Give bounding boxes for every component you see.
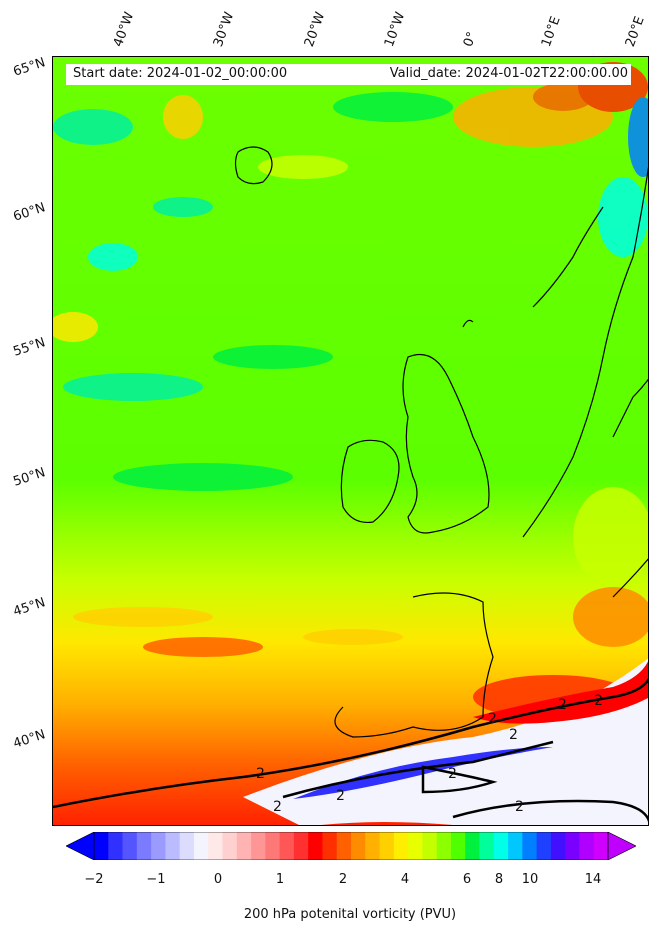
- colorbar-cell: [279, 832, 295, 860]
- contour-label: 2: [336, 788, 345, 804]
- latitude-label: 45°N: [11, 595, 48, 620]
- colorbar-cell: [208, 832, 223, 860]
- coastlines: [234, 146, 648, 738]
- colorbar-cell: [351, 832, 366, 860]
- colorbar-cell: [136, 832, 152, 860]
- colorbar-extend-high: [607, 832, 636, 860]
- colorbar-cell: [165, 832, 181, 860]
- contour-label: 2: [448, 766, 457, 782]
- latitude-label: 55°N: [11, 335, 48, 360]
- colorbar-cell: [293, 832, 309, 860]
- colorbar-cell: [151, 832, 166, 860]
- colorbar: [66, 832, 636, 860]
- longitude-label: 10°E: [538, 14, 564, 50]
- colorbar-tick-label: 10: [521, 872, 539, 887]
- colorbar-tick-label: 0: [213, 872, 223, 887]
- map-panel: 2 2 2 2 2 2 2 2 2: [52, 56, 649, 826]
- colorbar-cell: [365, 832, 380, 860]
- colorbar-cell: [593, 832, 609, 860]
- colorbar-cell: [536, 832, 552, 860]
- colorbar-cell: [479, 832, 495, 860]
- colorbar-cell: [465, 832, 480, 860]
- latitude-label: 50°N: [11, 465, 48, 490]
- colorbar-outline: [93, 832, 609, 860]
- colorbar-cell: [522, 832, 538, 860]
- colorbar-tick-label: −1: [146, 872, 166, 887]
- colorbar-cell: [493, 832, 509, 860]
- colorbar-cell: [122, 832, 138, 860]
- date-banner: Start date: 2024-01-02_00:00:00 Valid_da…: [66, 64, 631, 85]
- colorbar-cell: [179, 832, 195, 860]
- colorbar-tick-label: 1: [275, 872, 285, 887]
- colorbar-cell: [308, 832, 323, 860]
- pv-field-map: [53, 57, 648, 825]
- colorbar-cell: [108, 832, 123, 860]
- contour-label: 2: [509, 727, 518, 743]
- colorbar-cell: [393, 832, 409, 860]
- start-date: Start date: 2024-01-02_00:00:00: [73, 66, 288, 81]
- colorbar-cell: [450, 832, 466, 860]
- colorbar-cell: [550, 832, 566, 860]
- colorbar-cells: [94, 832, 609, 860]
- longitude-label: 40°W: [110, 10, 138, 49]
- colorbar-cell: [379, 832, 395, 860]
- colorbar-cell: [94, 832, 109, 860]
- contour-label: 2: [256, 766, 265, 782]
- colorbar-extend-low: [66, 832, 95, 860]
- longitude-label: 0°: [460, 29, 481, 49]
- latitude-label: 65°N: [11, 55, 48, 80]
- longitude-label: 20°W: [301, 10, 329, 49]
- colorbar-cell: [322, 832, 338, 860]
- longitude-label: 10°W: [381, 10, 409, 49]
- colorbar-cell: [236, 832, 252, 860]
- colorbar-cell: [508, 832, 523, 860]
- longitude-label: 30°W: [210, 10, 238, 49]
- colorbar-cell: [193, 832, 209, 860]
- colorbar-cell: [436, 832, 452, 860]
- colorbar-tick-label: −2: [84, 872, 104, 887]
- colorbar-tick-label: 14: [584, 872, 602, 887]
- colorbar-cell: [222, 832, 238, 860]
- latitude-label: 40°N: [11, 727, 48, 752]
- colorbar-cell: [422, 832, 438, 860]
- colorbar-cell: [579, 832, 595, 860]
- colorbar-title: 200 hPa potenital vorticity (PVU): [243, 907, 457, 922]
- colorbar-cell: [408, 832, 423, 860]
- colorbar-tick-label: 8: [494, 872, 504, 887]
- valid-date: Valid_date: 2024-01-02T22:00:00.00: [389, 66, 628, 81]
- pv2-contours: [53, 677, 648, 823]
- colorbar-tick-label: 4: [400, 872, 410, 887]
- colorbar-cell: [265, 832, 281, 860]
- colorbar-cell: [336, 832, 352, 860]
- contour-label: 2: [515, 799, 524, 815]
- pv-patches: [53, 62, 648, 719]
- contour-label: 2: [488, 711, 497, 727]
- colorbar-tick-label: 6: [462, 872, 472, 887]
- colorbar-cell: [565, 832, 580, 860]
- contour-label: 2: [558, 697, 567, 713]
- contour-label: 2: [273, 799, 282, 815]
- contour-label: 2: [594, 693, 603, 709]
- latitude-label: 60°N: [11, 200, 48, 225]
- colorbar-cell: [251, 832, 266, 860]
- colorbar-tick-label: 2: [338, 872, 348, 887]
- longitude-label: 20°E: [622, 14, 648, 50]
